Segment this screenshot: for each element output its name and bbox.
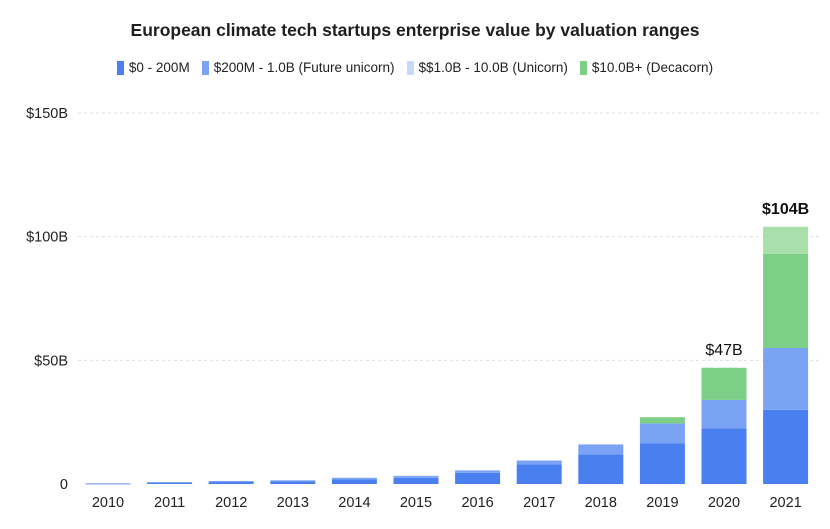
legend-label: $$1.0B - 10.0B (Unicorn) [418, 60, 568, 75]
bar-segment [270, 480, 316, 482]
y-tick-label: $150B [26, 106, 68, 122]
x-tick-label: 2017 [523, 495, 555, 511]
legend-label: $200M - 1.0B (Future unicorn) [213, 60, 395, 75]
x-tick-label: 2012 [215, 495, 247, 511]
bar-segment [763, 253, 809, 348]
x-tick-label: 2021 [769, 495, 801, 511]
x-tick-label: 2016 [461, 495, 493, 511]
x-tick-label: 2018 [585, 495, 617, 511]
bar-segment [208, 482, 254, 484]
x-tick-label: 2014 [338, 495, 370, 511]
legend-item-future-unicorn: $200M - 1.0B (Future unicorn) [201, 60, 395, 75]
x-tick-label: 2020 [708, 495, 740, 511]
bar-segment [147, 482, 193, 483]
y-tick-label: 0 [60, 477, 68, 493]
bar-segment [763, 226, 809, 254]
legend-item-0-200m: $0 - 200M [116, 60, 190, 75]
legend-label: $0 - 200M [128, 60, 190, 75]
bar-segment [147, 482, 193, 484]
bar-segment [701, 428, 747, 484]
total-value-label: $47B [705, 342, 742, 359]
bar-segment [578, 454, 624, 484]
legend-swatch [116, 60, 124, 75]
bar-segment [393, 475, 439, 478]
legend-label: $10.0B+ (Decacorn) [591, 60, 714, 75]
x-tick-label: 2010 [92, 495, 124, 511]
legend-item-decacorn: $10.0B+ (Decacorn) [579, 60, 714, 75]
bar-segment [455, 472, 501, 484]
bar-segment [578, 444, 624, 455]
bar-segment [208, 481, 254, 483]
legend: $0 - 200M $200M - 1.0B (Future unicorn) … [0, 60, 830, 75]
legend-swatch [201, 60, 209, 75]
legend-swatch [406, 60, 414, 75]
bar-segment [270, 481, 316, 484]
bar-segment [516, 460, 562, 465]
x-tick-label: 2011 [154, 495, 185, 511]
bar-segment [639, 423, 685, 444]
y-tick-label: $50B [34, 353, 68, 369]
chart-title: European climate tech startups enterpris… [130, 20, 700, 40]
bar-segment [639, 417, 685, 424]
bar-segment [639, 443, 685, 484]
x-tick-label: 2019 [646, 495, 678, 511]
bar-segment [763, 347, 809, 410]
x-tick-label: 2013 [277, 495, 309, 511]
legend-item-unicorn: $$1.0B - 10.0B (Unicorn) [406, 60, 568, 75]
y-tick-label: $100B [26, 230, 68, 246]
bar-segment [455, 470, 501, 473]
bar-segment [331, 479, 377, 484]
bar-segment [393, 477, 439, 484]
bar-segment [331, 477, 377, 480]
legend-swatch [579, 60, 587, 75]
bar-segment [701, 367, 747, 400]
bar-segment [516, 464, 562, 484]
bar-segment [85, 483, 131, 485]
x-tick-label: 2015 [400, 495, 432, 511]
bar-segment [763, 409, 809, 484]
bar-segment [701, 399, 747, 429]
total-value-label: $104B [762, 201, 809, 218]
